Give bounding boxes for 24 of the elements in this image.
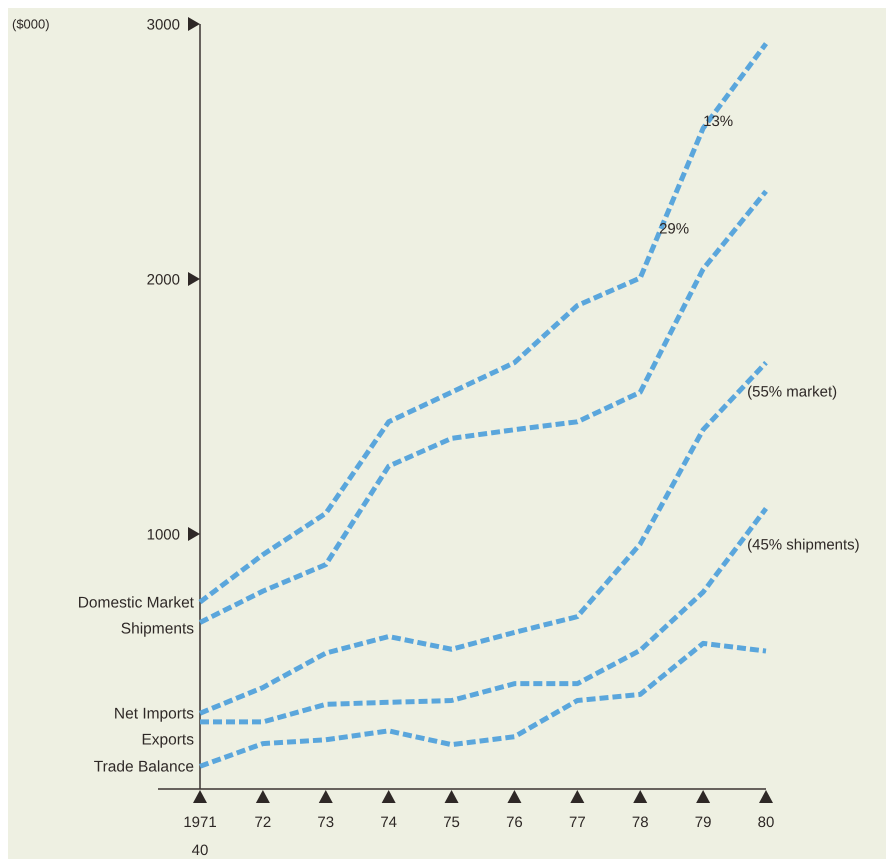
y-tick-label: 3000 [146,16,180,34]
x-tick-label: 72 [254,814,272,831]
x-tick-label: 78 [632,814,649,831]
series-label: Trade Balance [94,758,194,776]
x-tick-label: 73 [317,814,334,831]
annotation: (45% shipments) [747,536,860,554]
y-tick-label: 1000 [146,526,180,544]
x-tick-label: 80 [758,814,774,831]
series-label: Domestic Market [78,594,195,612]
series-label: Net Imports [114,706,194,723]
annotation: (55% market) [747,383,838,400]
series-label: Exports [141,732,194,749]
text: ($000) [12,16,50,32]
y-tick-label: 2000 [146,271,180,288]
x-tick-label: 76 [506,814,523,831]
x-tick-label: 1971 [183,814,217,831]
x-tick-label: 77 [568,814,586,831]
text: 40 [192,842,208,859]
annotation: 29% [659,220,690,238]
annotation: 13% [703,113,734,130]
x-tick-label: 74 [380,814,398,831]
series-label: Shipments [120,620,194,638]
x-tick-label: 79 [694,814,712,831]
x-tick-label: 75 [443,814,460,831]
